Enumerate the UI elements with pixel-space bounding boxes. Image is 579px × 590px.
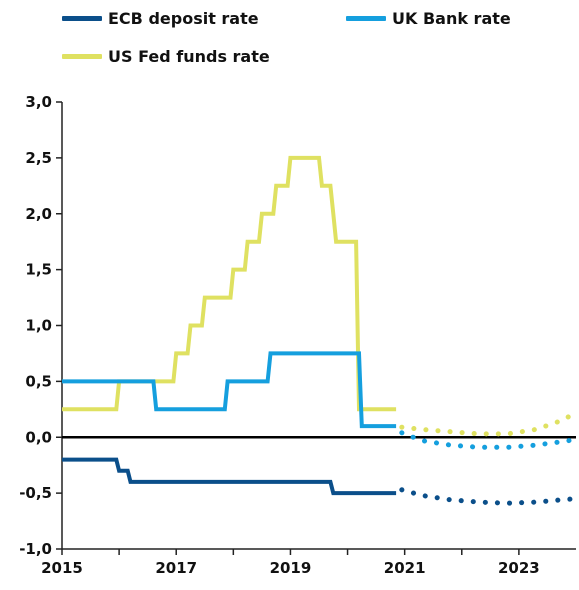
legend-item-uk: UK Bank rate bbox=[346, 9, 511, 28]
legend-swatch-ecb bbox=[62, 16, 102, 21]
y-tick-label: -0,5 bbox=[19, 484, 52, 502]
series-line-ecb bbox=[62, 457, 397, 496]
legend-label-uk: UK Bank rate bbox=[392, 9, 511, 28]
y-tick-label: 1,0 bbox=[25, 317, 52, 335]
legend-item-us: US Fed funds rate bbox=[62, 47, 270, 66]
x-tick-label: 2021 bbox=[384, 559, 426, 577]
legend: ECB deposit rate UK Bank rate US Fed fun… bbox=[0, 0, 579, 90]
series-forecast-uk bbox=[399, 430, 579, 450]
y-tick-label: 3,0 bbox=[25, 93, 52, 111]
y-tick-label: 0,5 bbox=[25, 372, 52, 390]
chart-series bbox=[62, 155, 579, 506]
y-tick-label: 1,5 bbox=[25, 261, 52, 279]
legend-label-ecb: ECB deposit rate bbox=[108, 9, 259, 28]
x-tick-label: 2019 bbox=[270, 559, 312, 577]
legend-label-us: US Fed funds rate bbox=[108, 47, 270, 66]
series-forecast-ecb bbox=[399, 487, 579, 506]
series-forecast-us bbox=[399, 410, 579, 437]
y-tick-label: 0,0 bbox=[25, 428, 52, 446]
series-line-uk bbox=[62, 351, 397, 429]
y-tick-label: 2,0 bbox=[25, 205, 52, 223]
y-tick-label: -1,0 bbox=[19, 540, 52, 558]
x-tick-label: 2023 bbox=[498, 559, 540, 577]
legend-item-ecb: ECB deposit rate bbox=[62, 9, 259, 28]
legend-swatch-us bbox=[62, 54, 102, 59]
legend-swatch-uk bbox=[346, 16, 386, 21]
x-tick-label: 2015 bbox=[41, 559, 83, 577]
y-tick-label: 2,5 bbox=[25, 149, 52, 167]
series-line-us bbox=[62, 155, 397, 412]
x-tick-label: 2017 bbox=[155, 559, 197, 577]
